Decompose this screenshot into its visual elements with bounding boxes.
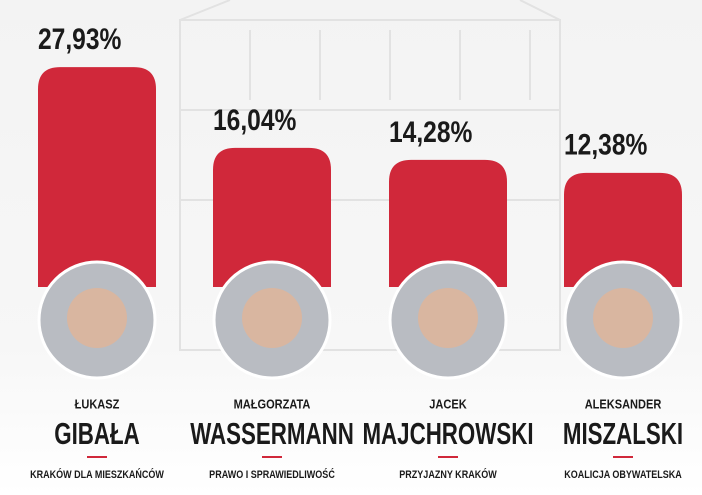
- first-name-group: ALEKSANDER: [585, 397, 662, 412]
- party-name: PRZYJAZNY KRAKÓW: [399, 467, 497, 481]
- bar: [389, 159, 507, 287]
- value-label-group: 16,04%: [213, 103, 296, 137]
- last-name-group: MAJCHROWSKI: [362, 417, 533, 451]
- last-name-group: MISZALSKI: [563, 417, 683, 451]
- value-label: 27,93%: [38, 22, 121, 56]
- first-name: JACEK: [429, 397, 467, 412]
- party-name: KOALICJA OBYWATELSKA: [564, 469, 682, 481]
- party-name-group: KRAKÓW DLA MIESZKAŃCÓW: [30, 467, 164, 481]
- last-name: WASSERMANN: [190, 417, 354, 451]
- last-name-group: WASSERMANN: [190, 417, 354, 451]
- last-name-group: GIBAŁA: [54, 417, 140, 451]
- last-name: MISZALSKI: [563, 417, 683, 451]
- party-name: PRAWO I SPRAWIEDLIWOŚĆ: [209, 467, 335, 481]
- photo-face: [242, 288, 302, 348]
- first-name-group: MAŁGORZATA: [234, 397, 311, 412]
- building-sketch: [179, 0, 561, 351]
- value-label: 16,04%: [213, 103, 296, 137]
- bar: [564, 172, 682, 287]
- party-name-group: PRZYJAZNY KRAKÓW: [399, 467, 497, 481]
- first-name: MAŁGORZATA: [234, 397, 311, 412]
- first-name-group: JACEK: [429, 397, 467, 412]
- party-name: KRAKÓW DLA MIESZKAŃCÓW: [30, 467, 164, 481]
- last-name: MAJCHROWSKI: [362, 417, 533, 451]
- value-label-group: 27,93%: [38, 22, 121, 56]
- party-name-group: KOALICJA OBYWATELSKA: [564, 469, 682, 481]
- bar: [38, 67, 156, 288]
- value-label-group: 12,38%: [564, 127, 647, 161]
- last-name: GIBAŁA: [54, 417, 140, 451]
- party-name-group: PRAWO I SPRAWIEDLIWOŚĆ: [209, 467, 335, 481]
- first-name: ŁUKASZ: [75, 397, 120, 412]
- first-name: ALEKSANDER: [585, 397, 662, 412]
- value-label: 12,38%: [564, 127, 647, 161]
- photo-face: [593, 288, 653, 348]
- photo-face: [67, 288, 127, 348]
- value-label: 14,28%: [389, 114, 472, 148]
- photo-face: [418, 288, 478, 348]
- first-name-group: ŁUKASZ: [75, 397, 120, 412]
- value-label-group: 14,28%: [389, 114, 472, 148]
- bar: [213, 147, 331, 287]
